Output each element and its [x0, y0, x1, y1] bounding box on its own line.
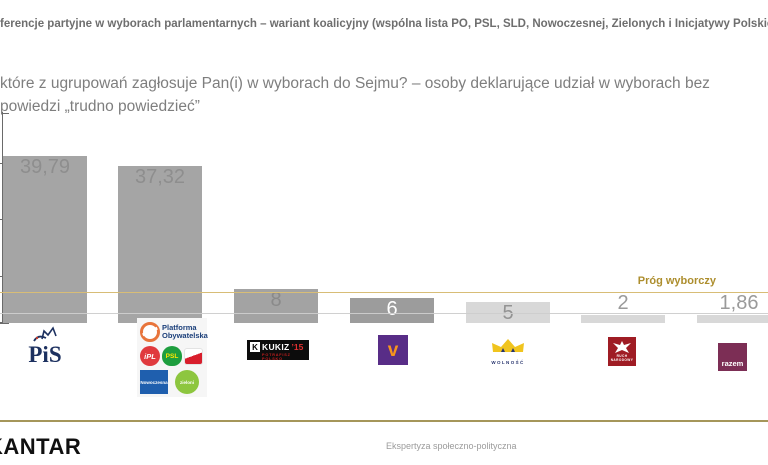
bar-kukiz15: 8: [234, 289, 318, 323]
ruch-eagle-icon: [613, 340, 631, 353]
kantar-brand-logo: KANTAR: [0, 434, 82, 459]
kukiz-logo-text: KUKIZ: [262, 342, 290, 352]
chart-subtitle-line2: powiedzi „trudno powiedzieć”: [0, 98, 200, 115]
zero-baseline: [0, 313, 768, 314]
pis-logo: PiS: [18, 326, 72, 370]
bar-coalition-po: 37,32: [118, 166, 202, 323]
electoral-threshold-line: [0, 292, 768, 293]
ipl-logo-icon: iPL: [140, 346, 160, 366]
coalition-small-logos-row: iPL PSL: [140, 346, 204, 366]
footer-divider-line: [0, 420, 768, 422]
po-logo-line2: Obywatelska: [162, 331, 208, 340]
po-circle-icon: [140, 322, 160, 342]
wolnosc-logo-text: WOLNOŚĆ: [491, 360, 525, 365]
pis-logo-text: PiS: [28, 342, 62, 367]
pis-eagle-crown-icon: [33, 326, 57, 342]
po-logo-line1: Platforma: [162, 323, 197, 332]
po-logo: Platforma Obywatelska: [140, 322, 208, 342]
razem-logo: razem: [718, 343, 747, 371]
bar-value-label: 39,79: [19, 156, 71, 178]
chart-title: ferencje partyjne w wyborach parlamentar…: [0, 18, 768, 30]
bar-value-label: 37,32: [134, 166, 186, 188]
kukiz-logo-slogan: POTRAFISZ POLSKO: [262, 353, 291, 361]
ruch-logo-line1: RUCH: [616, 353, 628, 358]
bar-ruch-narodowy: 2: [581, 293, 665, 323]
razem-logo-text: razem: [721, 359, 744, 368]
coalition-bottom-logos-row: Nowoczesna zieloni: [140, 370, 204, 394]
bar-value-label: 6: [386, 298, 398, 320]
wiosna-logo: v: [378, 335, 408, 365]
electoral-threshold-label: Próg wyborczy: [637, 275, 716, 287]
y-axis-tick: [0, 163, 3, 164]
bar-value-label: 2: [617, 292, 629, 314]
wolnosc-logo: WOLNOŚĆ: [486, 338, 530, 365]
nowoczesna-logo-icon: Nowoczesna: [140, 370, 168, 394]
y-axis-tick: [2, 113, 9, 114]
wolnosc-crown-icon: [492, 339, 524, 352]
y-axis-tick: [0, 276, 3, 277]
sld-logo-icon: [184, 347, 203, 365]
y-axis-line: [2, 112, 3, 323]
chart-subtitle: które z ugrupowań zagłosuje Pan(i) w wyb…: [0, 72, 768, 118]
bar-value-label: 8: [270, 289, 282, 311]
wiosna-v-icon: v: [387, 339, 399, 361]
kukiz-k-icon: K: [250, 342, 260, 352]
zieloni-logo-icon: zieloni: [175, 370, 199, 394]
psl-logo-icon: PSL: [162, 346, 182, 366]
ruch-logo-line2: NARODOWY: [610, 357, 634, 362]
kukiz15-logo: K KUKIZ ’15 POTRAFISZ POLSKO: [247, 340, 309, 361]
bar-razem: 1,86: [697, 293, 768, 323]
y-axis-tick: [0, 219, 3, 220]
coalition-logos-panel: Platforma Obywatelska iPL PSL Nowoczesna…: [137, 318, 208, 397]
bar-value-label: 1,86: [719, 292, 759, 314]
footer-note: Ekspertyza społeczno-polityczna: [386, 441, 517, 451]
chart-subtitle-line1: które z ugrupowań zagłosuje Pan(i) w wyb…: [0, 75, 710, 92]
ruch-narodowy-logo: RUCH NARODOWY: [608, 337, 636, 366]
bar-wiosna: 6: [350, 298, 434, 323]
y-axis-tick: [0, 322, 9, 324]
kukiz-logo-year: ’15: [291, 342, 304, 352]
bar-pis: 39,79: [3, 156, 87, 323]
